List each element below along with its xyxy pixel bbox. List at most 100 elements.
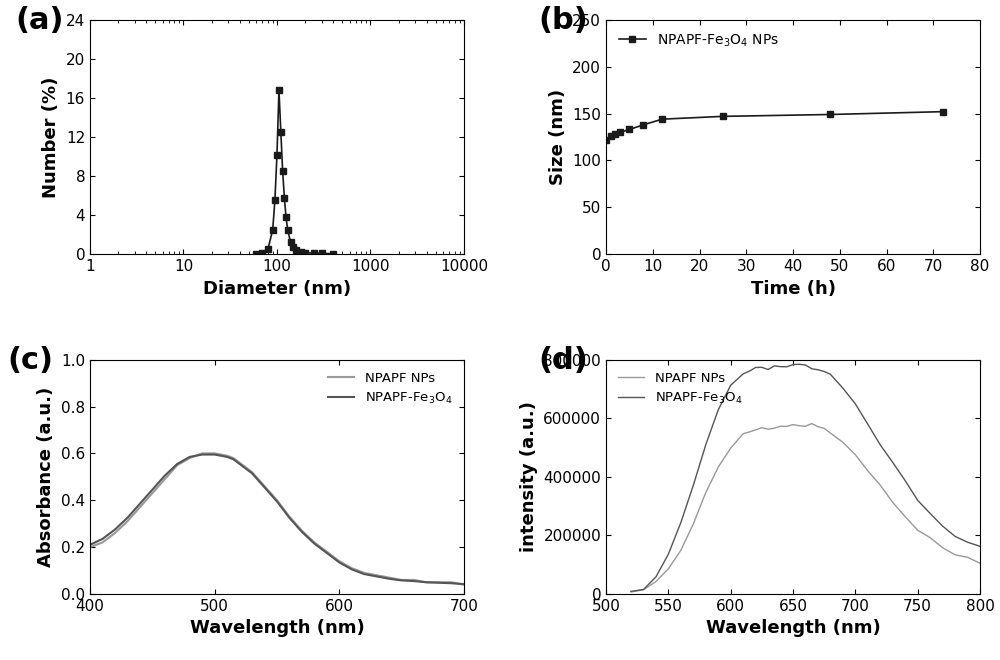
Y-axis label: Number (%): Number (%) (42, 77, 60, 198)
NPAPF-Fe$_3$O$_4$ (756, 364, 768, 372)
NPAPF-Fe$_3$O$_4$ (912, 496, 924, 504)
NPAPF NPs (974, 559, 986, 567)
NPAPF-Fe$_3$O$_4$ (899, 477, 911, 484)
NPAPF NPs (625, 588, 637, 596)
NPAPF-Fe$_3$O$_4$ (662, 550, 674, 558)
Text: (b): (b) (539, 6, 588, 35)
NPAPF NPs (433, 578, 445, 586)
NPAPF-Fe$_3$O$_4$ (358, 570, 370, 578)
NPAPF NPs (812, 423, 824, 431)
NPAPF-Fe$_3$O$_4$ (824, 370, 836, 378)
NPAPF-Fe$_3$O$_4$ (799, 361, 811, 369)
NPAPF-Fe$_3$O$_4$ (246, 469, 258, 477)
NPAPF NPs (346, 564, 358, 572)
Text: (c): (c) (8, 346, 54, 375)
NPAPF-Fe$_3$O$_4$ (209, 451, 221, 459)
NPAPF-Fe$_3$O$_4$ (234, 460, 246, 468)
NPAPF-Fe$_3$O$_4$ (445, 579, 457, 587)
NPAPF-Fe$_3$O$_4$ (887, 459, 899, 467)
NPAPF NPs (321, 548, 333, 556)
NPAPF NPs (184, 454, 196, 462)
NPAPF NPs (296, 527, 308, 535)
NPAPF NPs (818, 424, 830, 432)
NPAPF-Fe$_3$O$_4$ (837, 384, 849, 392)
NPAPF NPs (768, 424, 780, 432)
X-axis label: Diameter (nm): Diameter (nm) (203, 280, 351, 298)
NPAPF NPs (283, 513, 295, 521)
Line: NPAPF NPs: NPAPF NPs (90, 453, 464, 585)
NPAPF-Fe$_3$O$_4$ (296, 528, 308, 536)
NPAPF NPs (756, 424, 768, 432)
NPAPF-Fe$_3$O$_4$ (806, 365, 818, 373)
NPAPF-Fe$_3$O$_4$ (146, 486, 158, 494)
NPAPF NPs (358, 569, 370, 577)
NPAPF NPs (227, 454, 239, 462)
NPAPF NPs (937, 544, 949, 552)
Line: NPAPF NPs: NPAPF NPs (631, 424, 980, 592)
NPAPF-Fe$_3$O$_4$ (687, 481, 699, 489)
NPAPF-Fe$_3$O$_4$ (346, 566, 358, 574)
NPAPF-Fe$_3$O$_4$ (737, 370, 749, 378)
NPAPF NPs (421, 578, 433, 586)
NPAPF NPs (662, 565, 674, 573)
NPAPF-Fe$_3$O$_4$ (433, 579, 445, 587)
NPAPF-Fe$_3$O$_4$ (675, 519, 687, 527)
Line: NPAPF-Fe$_3$O$_4$: NPAPF-Fe$_3$O$_4$ (631, 364, 980, 591)
NPAPF NPs (806, 420, 818, 428)
Legend: NPAPF-Fe$_3$O$_4$ NPs: NPAPF-Fe$_3$O$_4$ NPs (613, 27, 785, 54)
NPAPF NPs (849, 451, 861, 459)
NPAPF NPs (837, 438, 849, 446)
NPAPF NPs (134, 504, 146, 512)
NPAPF NPs (221, 451, 233, 459)
NPAPF-Fe$_3$O$_4$ (937, 522, 949, 530)
NPAPF NPs (246, 468, 258, 476)
NPAPF-Fe$_3$O$_4$ (321, 549, 333, 557)
NPAPF-Fe$_3$O$_4$ (700, 441, 712, 449)
NPAPF-Fe$_3$O$_4$ (637, 585, 649, 593)
NPAPF-Fe$_3$O$_4$ (625, 587, 637, 595)
NPAPF-Fe$_3$O$_4$ (949, 533, 961, 541)
NPAPF NPs (196, 449, 208, 457)
NPAPF-Fe$_3$O$_4$ (962, 539, 974, 546)
NPAPF-Fe$_3$O$_4$ (818, 368, 830, 376)
NPAPF NPs (271, 496, 283, 504)
Text: (a): (a) (15, 6, 64, 35)
NPAPF NPs (862, 467, 874, 475)
NPAPF-Fe$_3$O$_4$ (408, 577, 420, 585)
NPAPF-Fe$_3$O$_4$ (924, 510, 936, 517)
NPAPF-Fe$_3$O$_4$ (812, 366, 824, 374)
NPAPF-Fe$_3$O$_4$ (793, 360, 805, 368)
NPAPF-Fe$_3$O$_4$ (743, 367, 755, 375)
NPAPF NPs (333, 557, 345, 565)
NPAPF-Fe$_3$O$_4$ (396, 576, 408, 584)
NPAPF NPs (159, 475, 171, 483)
NPAPF NPs (743, 428, 755, 436)
Y-axis label: intensity (a.u.): intensity (a.u.) (520, 401, 538, 552)
NPAPF-Fe$_3$O$_4$ (283, 514, 295, 522)
NPAPF NPs (96, 539, 108, 546)
NPAPF-Fe$_3$O$_4$ (109, 525, 121, 533)
Text: (d): (d) (539, 346, 588, 375)
NPAPF-Fe$_3$O$_4$ (974, 543, 986, 550)
NPAPF NPs (121, 517, 133, 525)
Y-axis label: Absorbance (a.u.): Absorbance (a.u.) (37, 387, 55, 567)
NPAPF NPs (700, 488, 712, 496)
NPAPF NPs (209, 449, 221, 457)
NPAPF-Fe$_3$O$_4$ (84, 541, 96, 548)
NPAPF-Fe$_3$O$_4$ (134, 500, 146, 508)
NPAPF NPs (787, 420, 799, 428)
NPAPF-Fe$_3$O$_4$ (750, 364, 762, 372)
X-axis label: Wavelength (nm): Wavelength (nm) (190, 620, 364, 638)
NPAPF-Fe$_3$O$_4$ (775, 363, 787, 371)
NPAPF NPs (675, 546, 687, 554)
NPAPF-Fe$_3$O$_4$ (184, 453, 196, 461)
NPAPF NPs (781, 422, 793, 430)
NPAPF-Fe$_3$O$_4$ (371, 572, 383, 580)
NPAPF NPs (899, 513, 911, 521)
NPAPF NPs (109, 529, 121, 537)
NPAPF-Fe$_3$O$_4$ (762, 366, 774, 374)
NPAPF-Fe$_3$O$_4$ (849, 400, 861, 408)
NPAPF NPs (396, 576, 408, 584)
NPAPF NPs (912, 526, 924, 534)
NPAPF-Fe$_3$O$_4$ (159, 472, 171, 480)
